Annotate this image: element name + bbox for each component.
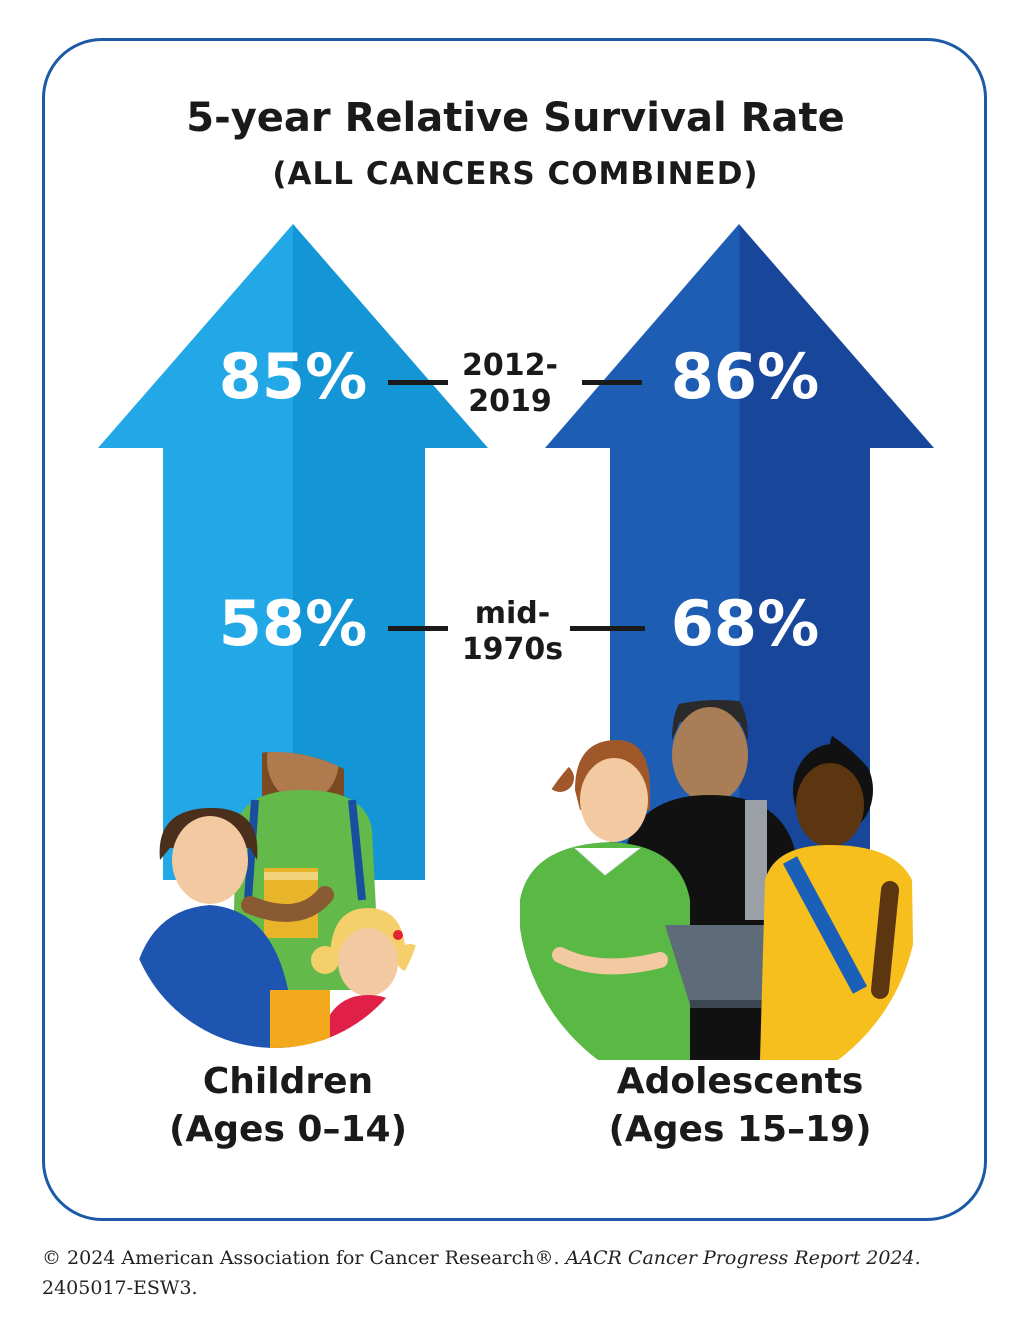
adolescents-illustration [520, 700, 915, 1060]
period-recent-line2: 2019 [468, 384, 552, 419]
infographic-title: 5-year Relative Survival Rate [186, 95, 845, 141]
children-arrow [98, 224, 488, 880]
footer: © 2024 American Association for Cancer R… [42, 1243, 1002, 1303]
adolescents-arrow [545, 224, 934, 880]
footer-copyright: © 2024 American Association for Cancer R… [42, 1247, 560, 1269]
footer-code: 2405017-ESW3. [42, 1277, 198, 1299]
children-early-rate: 58% [218, 587, 368, 660]
connector-left-recent [388, 380, 448, 385]
period-early: mid- 1970s [430, 596, 595, 668]
adolescents-label: Adolescents (Ages 15–19) [530, 1058, 950, 1154]
period-recent: 2012- 2019 [430, 348, 590, 420]
period-early-line2: 1970s [461, 632, 564, 667]
children-label: Children (Ages 0–14) [78, 1058, 498, 1154]
connector-right-early [570, 626, 645, 631]
adolescents-early-rate: 68% [670, 587, 820, 660]
children-recent-rate: 85% [218, 340, 368, 413]
period-recent-line1: 2012- [462, 348, 558, 383]
infographic-subtitle: (ALL CANCERS COMBINED) [272, 156, 759, 192]
adolescents-ages: (Ages 15–19) [608, 1109, 872, 1150]
period-early-line1: mid- [474, 596, 551, 631]
children-ages: (Ages 0–14) [168, 1109, 408, 1150]
adolescents-recent-rate: 86% [670, 340, 820, 413]
connector-left-early [388, 626, 448, 631]
children-name: Children [202, 1061, 374, 1102]
footer-report: AACR Cancer Progress Report 2024. [565, 1247, 921, 1269]
connector-right-recent [582, 380, 642, 385]
adolescents-name: Adolescents [616, 1061, 864, 1102]
